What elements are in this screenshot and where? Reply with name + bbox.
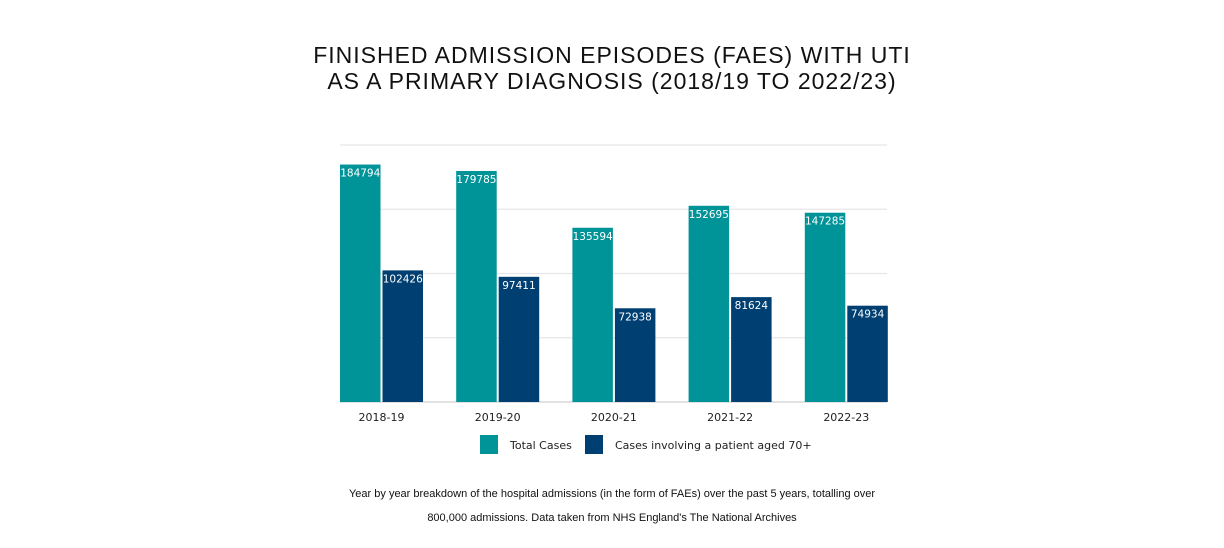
chart-title-line-1: FINISHED ADMISSION EPISODES (FAES) WITH … bbox=[313, 42, 911, 68]
data-label: 97411 bbox=[502, 280, 535, 292]
x-tick-label: 2018-19 bbox=[359, 411, 405, 424]
x-tick-label: 2022-23 bbox=[823, 411, 869, 424]
bar-aged-70-plus bbox=[382, 270, 423, 402]
data-label: 135594 bbox=[573, 231, 613, 243]
legend-label: Total Cases bbox=[509, 439, 572, 452]
data-label: 81624 bbox=[735, 300, 769, 312]
caption-line-2: 800,000 admissions. Data taken from NHS … bbox=[427, 512, 797, 524]
bar-total bbox=[804, 212, 846, 402]
data-label: 152695 bbox=[689, 209, 729, 221]
data-label: 74934 bbox=[851, 309, 885, 321]
legend-swatch bbox=[480, 435, 498, 454]
bar-total bbox=[572, 227, 613, 402]
data-label: 184794 bbox=[340, 168, 380, 180]
x-tick-label: 2019-20 bbox=[475, 411, 521, 424]
bar-total bbox=[456, 170, 497, 402]
bar-total bbox=[340, 164, 381, 402]
chart-title: FINISHED ADMISSION EPISODES (FAES) WITH … bbox=[0, 42, 1224, 94]
data-label: 102426 bbox=[383, 273, 423, 285]
x-tick-label: 2020-21 bbox=[591, 411, 637, 424]
legend-label: Cases involving a patient aged 70+ bbox=[615, 439, 812, 452]
data-label: 72938 bbox=[618, 311, 651, 323]
bar-aged-70-plus bbox=[614, 308, 656, 402]
chart-title-line-2: AS A PRIMARY DIAGNOSIS (2018/19 TO 2022/… bbox=[327, 68, 897, 94]
chart-caption: Year by year breakdown of the hospital a… bbox=[0, 482, 1224, 530]
bar-aged-70-plus bbox=[847, 305, 888, 402]
bar-aged-70-plus bbox=[731, 297, 772, 402]
data-label: 179785 bbox=[456, 174, 496, 186]
bar-total bbox=[688, 205, 730, 402]
legend-swatch bbox=[585, 435, 603, 454]
caption-line-1: Year by year breakdown of the hospital a… bbox=[348, 488, 876, 500]
x-tick-label: 2021-22 bbox=[707, 411, 753, 424]
data-label: 147285 bbox=[805, 216, 845, 228]
bar-aged-70-plus bbox=[498, 276, 540, 402]
